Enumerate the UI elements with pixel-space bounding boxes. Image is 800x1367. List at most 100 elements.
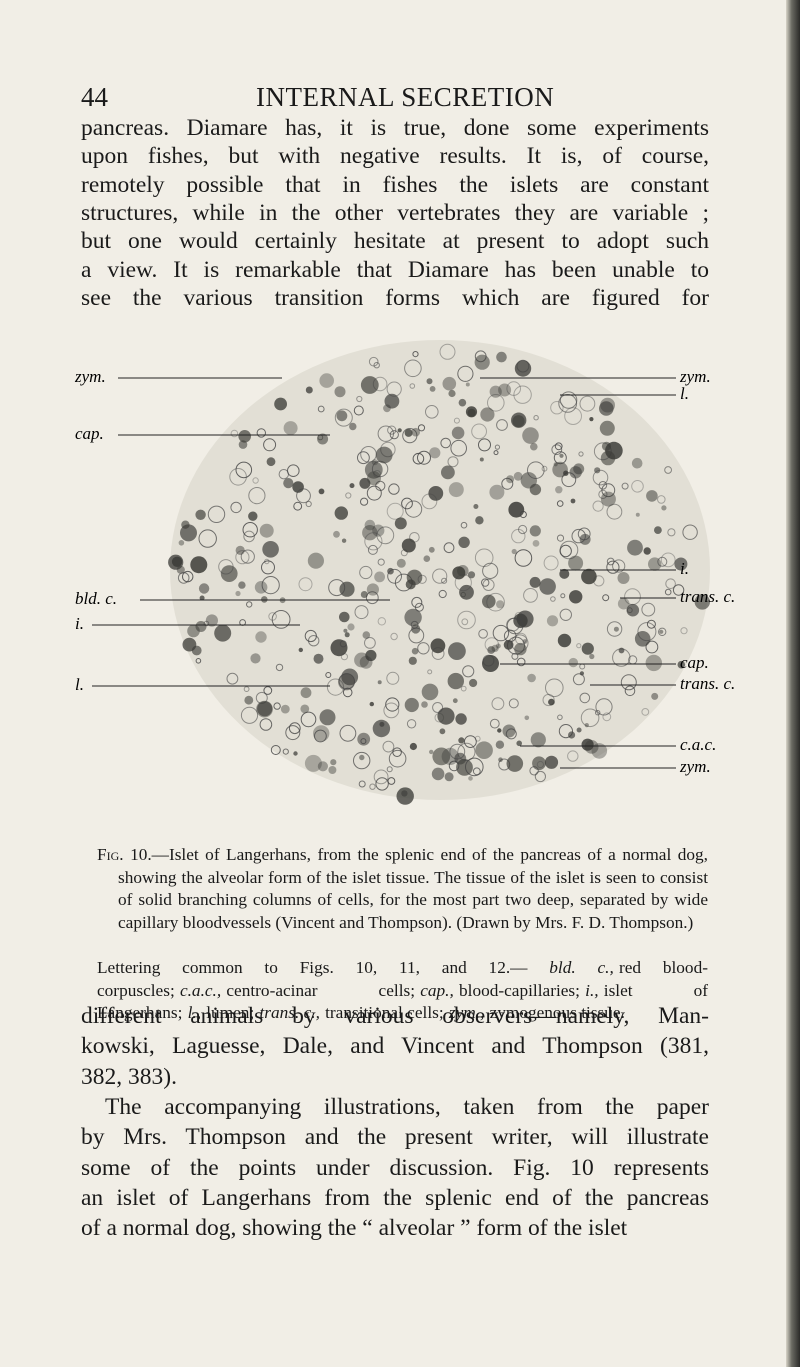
cell <box>371 459 378 466</box>
cell <box>304 754 322 772</box>
cell <box>584 723 589 728</box>
cell <box>511 652 519 660</box>
cell <box>266 457 276 467</box>
cell <box>187 624 200 638</box>
cell <box>452 698 458 704</box>
cell <box>447 456 459 468</box>
cell <box>559 540 579 560</box>
cell <box>559 608 572 621</box>
cell <box>482 578 495 592</box>
cell <box>429 447 441 459</box>
cell <box>516 610 534 628</box>
cell <box>328 766 337 774</box>
text-line: pancreas. Diamare has, it is true, done … <box>81 115 709 141</box>
cell <box>353 405 364 416</box>
cell <box>246 601 253 608</box>
illustration <box>168 340 710 805</box>
cell <box>534 770 547 783</box>
cell <box>529 766 539 776</box>
cell <box>506 617 520 632</box>
cell <box>362 631 371 639</box>
cell <box>465 406 478 418</box>
cell <box>494 444 500 450</box>
cell <box>511 634 529 652</box>
cell <box>564 407 582 426</box>
text-line: but one would certainly hesitate at pres… <box>81 228 709 255</box>
page-number: 44 <box>81 82 108 112</box>
text-line: 382, 383). <box>81 1063 177 1090</box>
cell <box>376 526 395 545</box>
cell <box>448 389 456 398</box>
text-line: different animals by various observers—n… <box>81 1003 709 1029</box>
cell <box>248 511 258 521</box>
cell <box>387 568 403 584</box>
cell <box>318 488 325 495</box>
cell <box>453 417 460 424</box>
cell <box>606 621 623 637</box>
cell <box>561 472 577 488</box>
cell <box>475 516 484 525</box>
cell <box>503 629 517 643</box>
cell <box>405 579 416 590</box>
cell <box>578 451 584 457</box>
cell <box>626 603 640 617</box>
cell <box>599 401 614 416</box>
cell <box>397 428 402 433</box>
cell <box>550 596 556 602</box>
cell <box>404 359 422 378</box>
cell <box>599 420 615 436</box>
cell <box>421 493 438 510</box>
cell <box>339 640 347 648</box>
cell <box>400 549 408 557</box>
cell <box>606 557 615 566</box>
cell <box>557 633 572 648</box>
cell <box>426 378 433 385</box>
cell <box>471 423 488 440</box>
cell <box>444 772 454 782</box>
cell <box>283 421 298 436</box>
lettering-abbr: bld. c., <box>549 958 614 977</box>
cell <box>180 524 197 542</box>
cell <box>694 594 710 610</box>
cell <box>330 759 337 766</box>
cell <box>606 560 620 574</box>
cell <box>333 530 340 538</box>
cell <box>417 450 431 465</box>
cell <box>239 619 247 626</box>
cell <box>657 495 666 504</box>
cell <box>195 658 202 664</box>
cell <box>467 408 476 417</box>
figure-label: l. <box>75 675 84 694</box>
text-line: kowski, Laguesse, Dale, and Vincent and … <box>81 1033 709 1060</box>
cell <box>243 530 255 543</box>
cell <box>536 760 545 769</box>
cell <box>595 710 601 716</box>
cell <box>377 425 394 442</box>
cell <box>648 557 662 571</box>
text-line: by Mrs. Thompson and the present writer,… <box>81 1124 709 1151</box>
cell <box>501 477 514 490</box>
cell <box>546 615 559 627</box>
cell <box>458 398 467 407</box>
cell <box>657 556 668 567</box>
cell <box>592 469 609 486</box>
cell <box>568 555 584 571</box>
cell <box>516 657 526 667</box>
lettering-abbr: zym., <box>448 1003 485 1022</box>
lettering-meaning: centro-acinar cells; <box>226 980 416 1000</box>
text-line: upon fishes, but with negative results. … <box>81 143 709 170</box>
cell <box>254 581 268 594</box>
cell <box>383 702 400 719</box>
cell <box>190 556 208 574</box>
lettering: Lettering common to Figs. 10, 11, and 12… <box>97 957 708 1025</box>
cell <box>602 712 612 722</box>
cell <box>296 488 311 504</box>
cell <box>205 614 218 627</box>
cell <box>567 750 579 762</box>
text-line: an islet of Langerhans from the splenic … <box>81 1184 709 1211</box>
cell <box>496 419 508 431</box>
cell <box>171 556 183 567</box>
cell <box>218 559 234 575</box>
cell <box>484 637 499 652</box>
